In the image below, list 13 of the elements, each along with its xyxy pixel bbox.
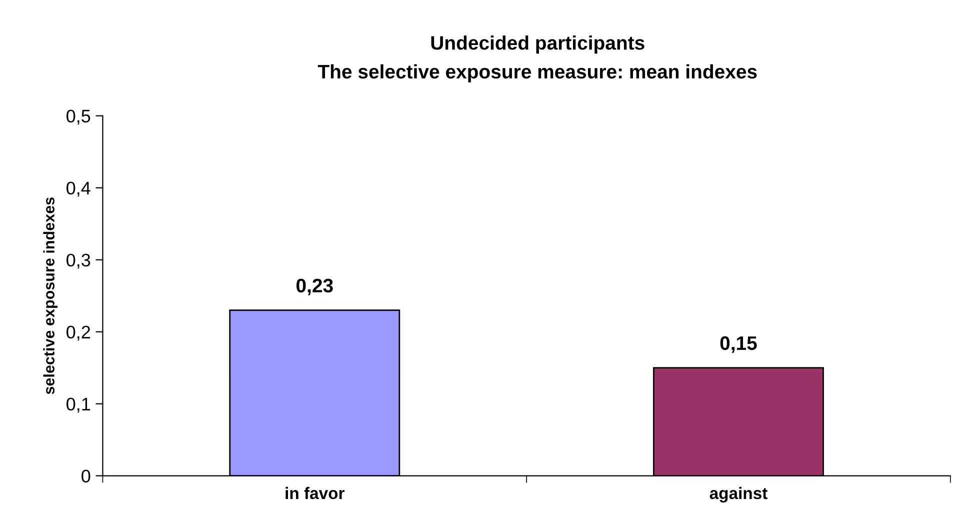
y-tick-label: 0,2 — [66, 326, 90, 341]
data-label: 0,15 — [720, 336, 757, 353]
y-tick-label: 0,5 — [66, 110, 90, 125]
y-tick-label: 0 — [82, 470, 90, 483]
x-tick-label: against — [710, 486, 768, 503]
y-tick-label: 0,1 — [66, 398, 90, 413]
x-tick-label: in favor — [286, 486, 344, 500]
chart-title: Undecided participants — [431, 35, 644, 54]
data-label: 0,23 — [296, 278, 333, 296]
y-axis-title: selective exposure indexes — [43, 197, 58, 394]
chart-subtitle: The selective exposure measure: mean indexes — [318, 64, 757, 82]
y-tick-label: 0,4 — [66, 182, 90, 197]
y-tick-label: 0,3 — [66, 254, 90, 269]
